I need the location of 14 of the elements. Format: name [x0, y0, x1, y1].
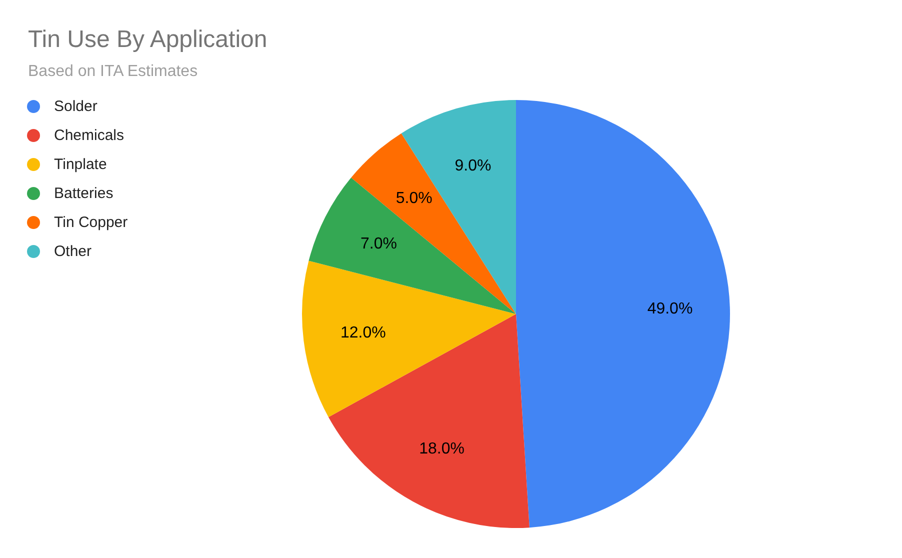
legend-label: Other — [54, 243, 92, 260]
chart-title: Tin Use By Application — [28, 26, 268, 54]
chart-subtitle: Based on ITA Estimates — [28, 63, 198, 81]
data-label: 12.0% — [340, 324, 386, 342]
legend-label: Tin Copper — [54, 214, 128, 231]
data-label: 18.0% — [419, 440, 464, 458]
legend-label: Chemicals — [54, 127, 124, 144]
data-label: 5.0% — [396, 190, 432, 207]
legend-label: Batteries — [54, 185, 114, 202]
legend-label: Solder — [54, 98, 98, 115]
data-label: 9.0% — [454, 157, 492, 174]
legend-label: Tinplate — [54, 156, 107, 173]
data-label: 49.0% — [647, 300, 693, 318]
data-label: 7.0% — [360, 235, 397, 252]
